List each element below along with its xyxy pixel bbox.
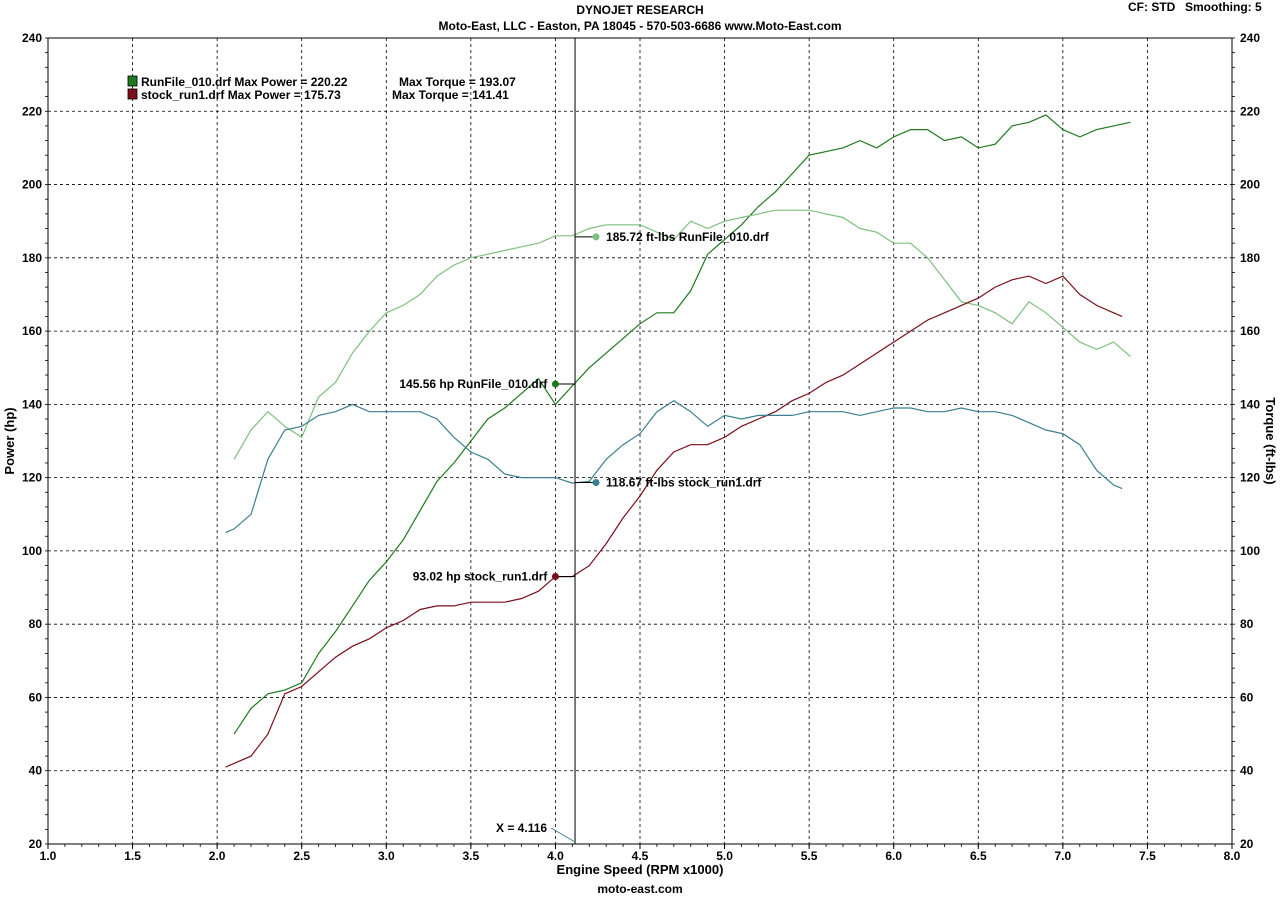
annotation-label: 118.67 ft-lbs stock_run1.drf — [606, 476, 762, 490]
y2-axis-label: Torque (ft-lbs) — [1263, 397, 1278, 484]
y-tick-label: 40 — [29, 764, 43, 778]
x-tick-label: 6.0 — [885, 849, 902, 863]
annotation-marker — [551, 572, 559, 580]
y2-tick-label: 60 — [1240, 690, 1254, 704]
x-tick-label: 5.0 — [716, 849, 733, 863]
x-tick-label: 2.0 — [209, 849, 226, 863]
x-tick-label: 7.5 — [1139, 849, 1156, 863]
y2-tick-label: 140 — [1240, 397, 1260, 411]
x-tick-label: 2.5 — [293, 849, 310, 863]
x-tick-label: 6.5 — [970, 849, 987, 863]
x-tick-label: 5.5 — [801, 849, 818, 863]
annotation-marker — [592, 233, 600, 241]
annotation-label: 93.02 hp stock_run1.drf — [413, 569, 549, 583]
x-tick-label: 1.5 — [124, 849, 141, 863]
y2-tick-label: 40 — [1240, 764, 1254, 778]
cursor-label: X = 4.116 — [496, 821, 547, 835]
legend-label: RunFile_010.drf Max Power = 220.22 — [141, 75, 348, 89]
y2-tick-label: 20 — [1240, 837, 1254, 851]
x-tick-label: 1.0 — [40, 849, 57, 863]
chart-footer: moto-east.com — [597, 882, 683, 896]
annotation-marker — [551, 380, 559, 388]
series-line — [233, 114, 1131, 735]
legend-torque-label: Max Torque = 193.07 — [399, 75, 516, 89]
x-tick-label: 8.0 — [1224, 849, 1241, 863]
y2-tick-label: 160 — [1240, 324, 1260, 338]
x-tick-label: 3.5 — [463, 849, 480, 863]
annotation-marker — [592, 479, 600, 487]
y-tick-label: 20 — [29, 837, 43, 851]
chart-subtitle: Moto-East, LLC - Easton, PA 18045 - 570-… — [438, 19, 842, 33]
y-tick-label: 120 — [22, 471, 42, 485]
y-tick-label: 220 — [22, 104, 42, 118]
plot-frame — [47, 37, 1233, 845]
y-tick-label: 240 — [22, 31, 42, 45]
legend-label: stock_run1.drf Max Power = 175.73 — [141, 88, 341, 102]
y-tick-label: 80 — [29, 617, 43, 631]
series-line — [225, 275, 1123, 768]
y2-tick-label: 100 — [1240, 544, 1260, 558]
annotation-label: 145.56 hp RunFile_010.drf — [399, 377, 548, 391]
x-axis-label: Engine Speed (RPM x1000) — [557, 862, 724, 877]
chart-title: DYNOJET RESEARCH — [576, 3, 704, 17]
y-tick-label: 200 — [22, 178, 42, 192]
legend-swatch — [127, 75, 138, 87]
x-tick-label: 7.0 — [1055, 849, 1072, 863]
y-tick-label: 100 — [22, 544, 42, 558]
y2-tick-label: 120 — [1240, 471, 1260, 485]
legend-torque-label: Max Torque = 141.41 — [392, 88, 509, 102]
y-tick-label: 160 — [22, 324, 42, 338]
correction-factor-label: CF: STD — [1128, 0, 1176, 14]
y-tick-label: 60 — [29, 690, 43, 704]
annotation-label: 185.72 ft-lbs RunFile_010.drf — [606, 230, 770, 244]
legend-swatch — [127, 88, 138, 100]
x-tick-label: 3.0 — [378, 849, 395, 863]
x-tick-label: 4.5 — [632, 849, 649, 863]
y2-tick-label: 220 — [1240, 104, 1260, 118]
series-line — [225, 399, 1123, 534]
y-tick-label: 180 — [22, 251, 42, 265]
cursor-leader — [550, 827, 576, 843]
y-axis-label: Power (hp) — [2, 407, 17, 474]
y2-tick-label: 80 — [1240, 617, 1254, 631]
x-tick-label: 4.0 — [547, 849, 564, 863]
y2-tick-label: 200 — [1240, 178, 1260, 192]
smoothing-label: Smoothing: 5 — [1185, 0, 1262, 14]
y2-tick-label: 180 — [1240, 251, 1260, 265]
series-line — [233, 209, 1131, 460]
y-tick-label: 140 — [22, 397, 42, 411]
y2-tick-label: 240 — [1240, 31, 1260, 45]
